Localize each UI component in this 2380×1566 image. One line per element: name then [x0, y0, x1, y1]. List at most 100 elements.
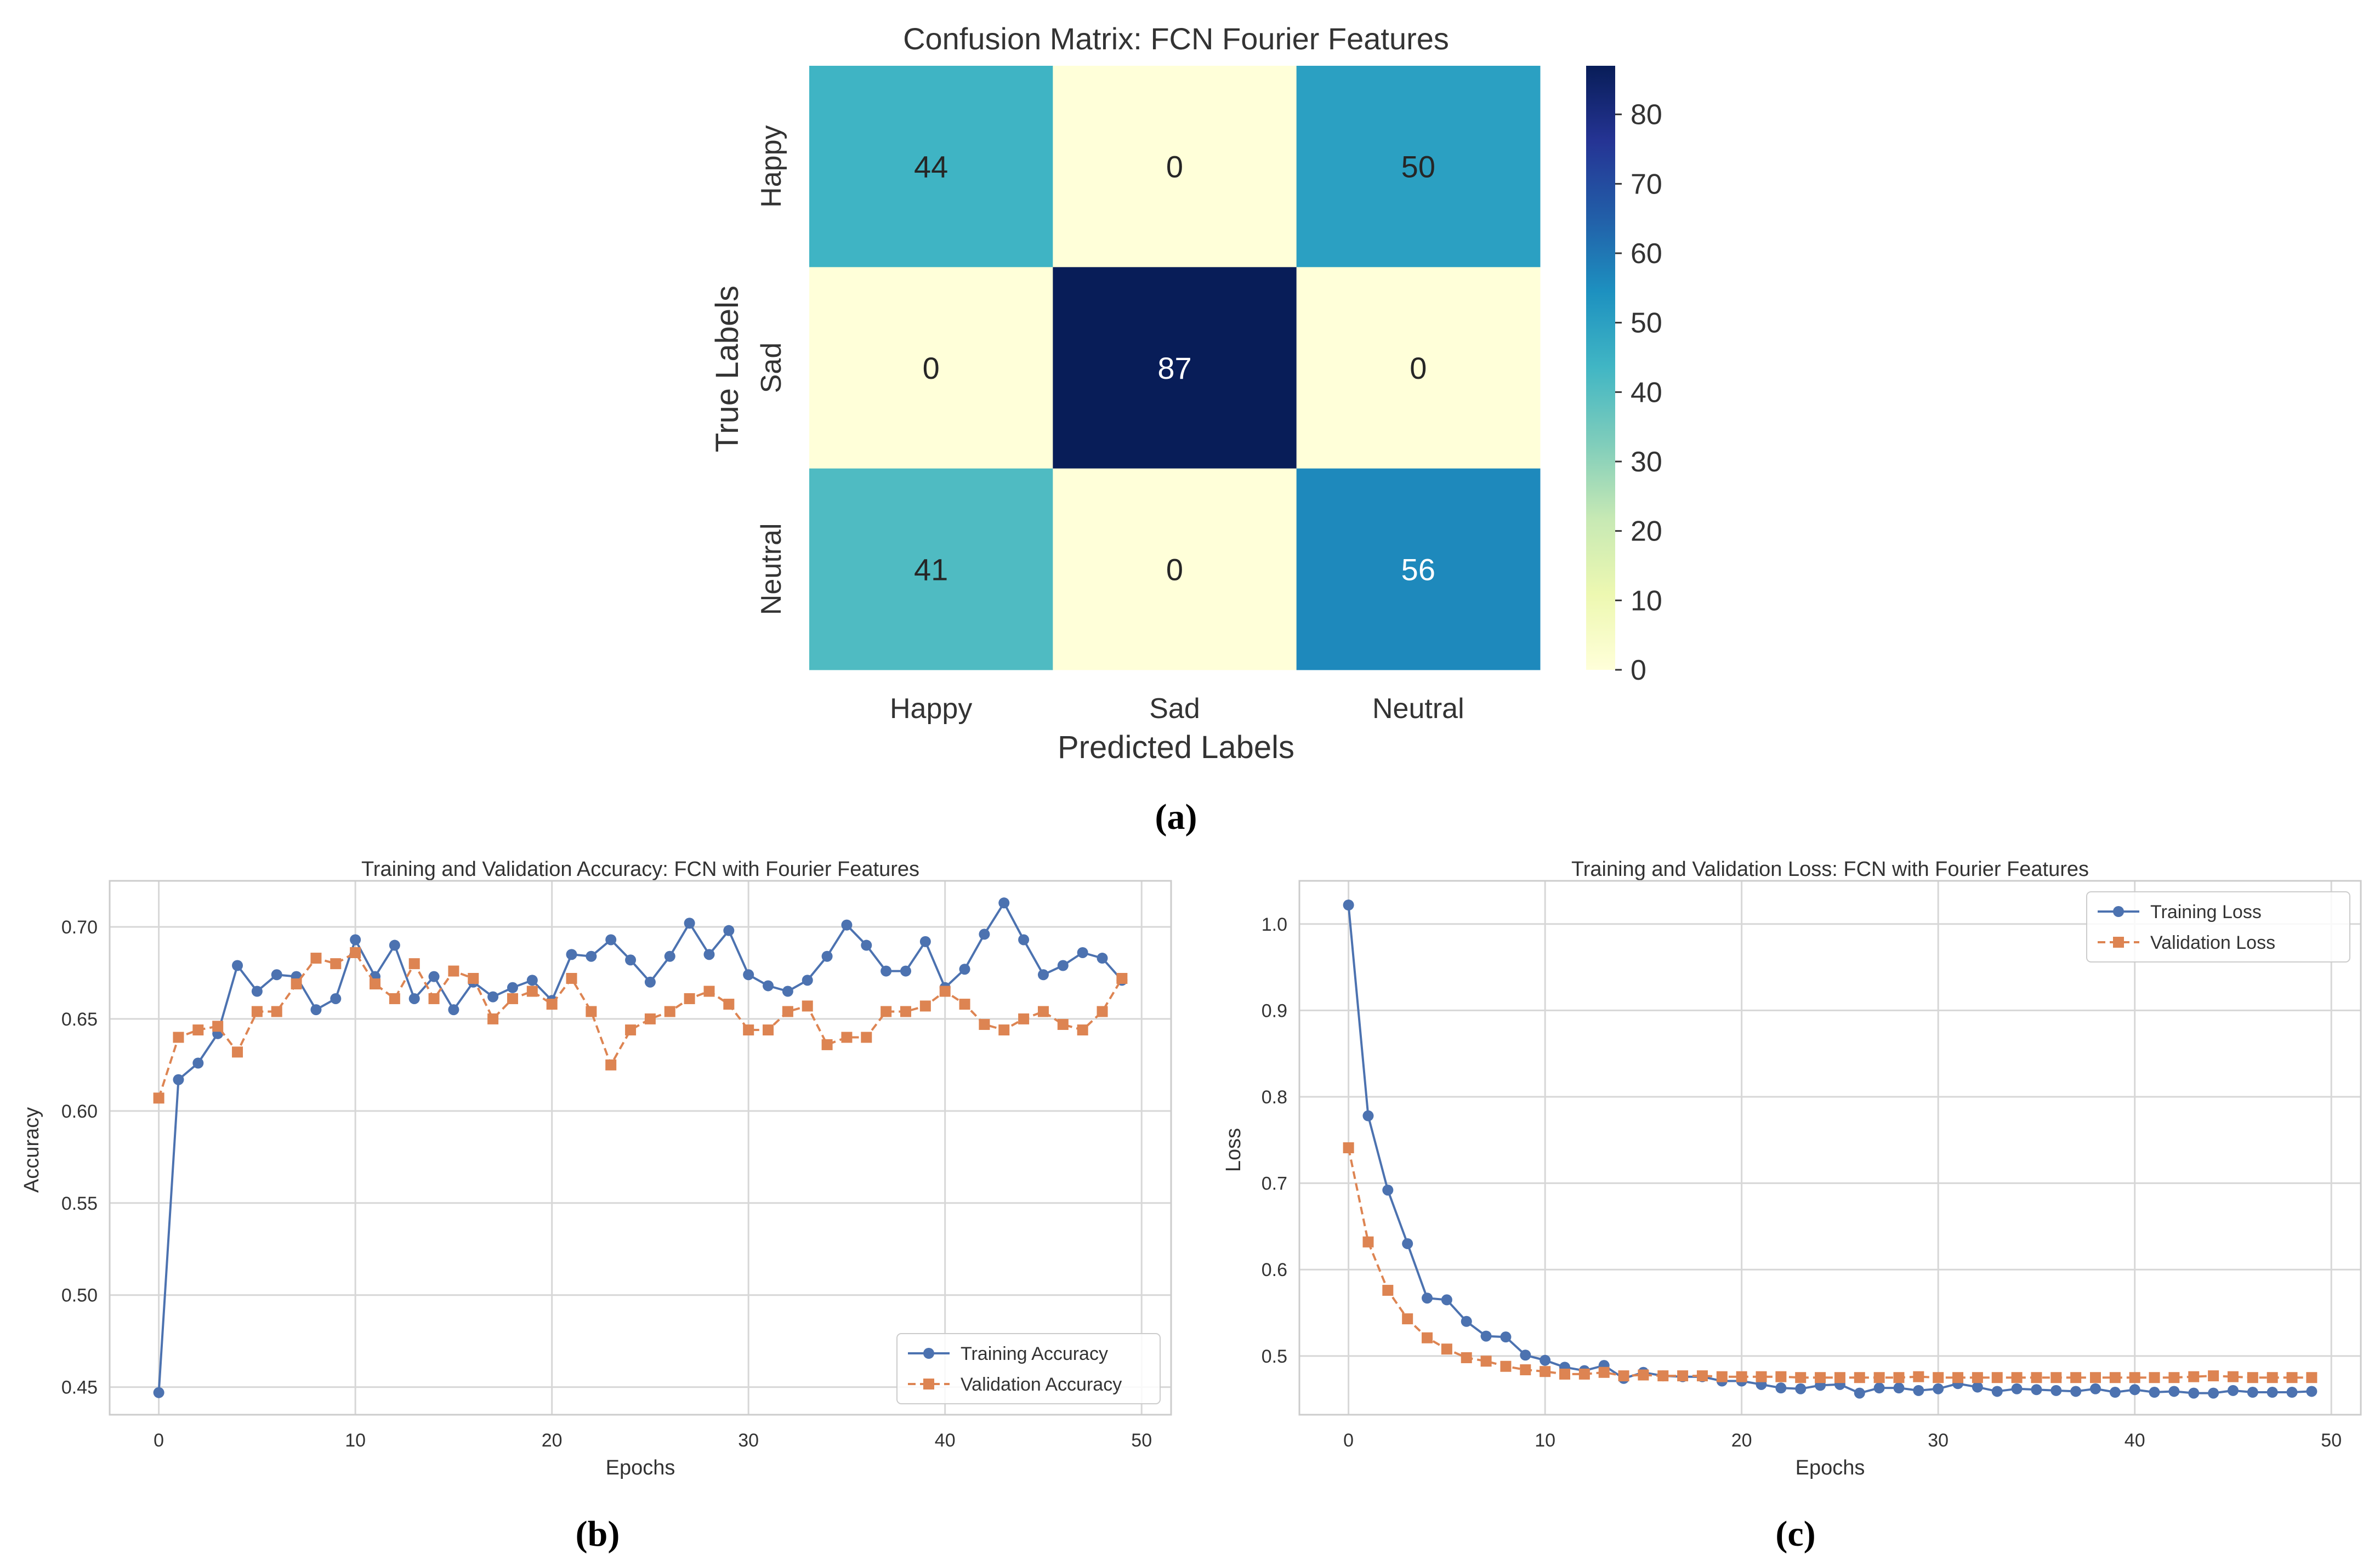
loss-point	[1795, 1383, 1807, 1394]
loss-legend-marker	[2113, 906, 2124, 917]
accuracy-x-tick-label: 10	[345, 1430, 366, 1451]
loss-plot: 0 10 20 30 40 50 0.5 0.6 0.7 0.8 0.9 1.0 Training Lo…	[1262, 880, 2362, 1451]
accuracy-point	[664, 950, 675, 962]
heatmap-cell	[809, 468, 1053, 670]
accuracy-x-tick-label: 0	[154, 1430, 164, 1451]
accuracy-point	[644, 976, 656, 988]
accuracy-point	[192, 1024, 204, 1036]
accuracy-title: Training and Validation Accuracy: FCN wi…	[361, 858, 919, 881]
heatmap-cell-value: 0	[1166, 150, 1183, 184]
accuracy-point	[153, 1092, 164, 1104]
loss-x-tick-label: 30	[1928, 1430, 1949, 1451]
heatmap-x-tick-label: Sad	[1149, 693, 1200, 725]
loss-point	[2208, 1370, 2219, 1382]
accuracy-point	[998, 897, 1010, 909]
accuracy-point	[389, 939, 400, 951]
accuracy-point	[959, 964, 970, 975]
accuracy-point	[1116, 973, 1128, 984]
accuracy-legend-marker	[923, 1379, 934, 1390]
loss-point	[2109, 1372, 2121, 1383]
heatmap-x-tick-label: Neutral	[1372, 693, 1464, 725]
loss-point	[1893, 1382, 1905, 1394]
accuracy-point	[1037, 969, 1049, 981]
loss-point	[1441, 1294, 1452, 1306]
accuracy-point	[900, 965, 911, 977]
accuracy-point	[723, 925, 735, 936]
colorbar-tick-label: 20	[1631, 516, 1662, 548]
loss-point	[2070, 1386, 2082, 1397]
colorbar-tick-label: 40	[1631, 377, 1662, 408]
heatmap-title: Confusion Matrix: FCN Fourier Features	[903, 21, 1449, 56]
loss-point	[1775, 1371, 1787, 1382]
loss-point	[2011, 1372, 2023, 1383]
loss-xlabel: Epochs	[1796, 1456, 1865, 1479]
loss-point	[1461, 1316, 1472, 1327]
loss-point	[1854, 1372, 1865, 1383]
loss-point	[2031, 1384, 2042, 1396]
accuracy-point	[526, 986, 538, 997]
accuracy-point	[350, 947, 361, 958]
accuracy-y-tick-label: 0.60	[61, 1101, 98, 1122]
accuracy-point	[743, 1024, 754, 1036]
heatmap-cell-value: 41	[914, 552, 948, 586]
heatmap-cell-value: 0	[1410, 351, 1427, 385]
heatmap-ylabel: True Labels	[709, 286, 745, 452]
loss-point	[1540, 1366, 1551, 1377]
heatmap-y-tick-label: Neutral	[756, 523, 787, 616]
loss-point	[2090, 1372, 2101, 1383]
accuracy-point	[330, 993, 342, 1004]
accuracy-legend-marker	[923, 1348, 934, 1359]
loss-point	[2031, 1372, 2042, 1383]
loss-point	[2247, 1372, 2258, 1383]
heatmap-cell-value: 87	[1157, 351, 1191, 385]
loss-y-tick-label: 0.6	[1262, 1260, 1287, 1280]
accuracy-point	[507, 993, 518, 1004]
loss-point	[1696, 1370, 1708, 1382]
loss-point	[2188, 1387, 2200, 1399]
accuracy-point	[586, 950, 597, 962]
accuracy-y-tick-label: 0.45	[61, 1377, 98, 1398]
accuracy-point	[271, 1006, 282, 1017]
loss-point	[1873, 1372, 1885, 1383]
loss-point	[1795, 1372, 1807, 1383]
accuracy-point	[1097, 1006, 1108, 1017]
loss-point	[1362, 1236, 1374, 1248]
colorbar-tick-label: 10	[1631, 585, 1662, 617]
loss-y-tick-label: 0.7	[1262, 1174, 1287, 1194]
loss-point	[2247, 1387, 2258, 1398]
heatmap-cell-value: 0	[1166, 552, 1183, 586]
loss-point	[1422, 1292, 1433, 1304]
accuracy-point	[821, 950, 833, 962]
heatmap-y-tick-label: Sad	[756, 343, 787, 394]
loss-point	[2208, 1387, 2219, 1399]
loss-point	[1382, 1185, 1394, 1196]
loss-point	[1402, 1238, 1413, 1249]
loss-point	[1520, 1349, 1531, 1361]
accuracy-point	[723, 999, 735, 1010]
loss-point	[2188, 1371, 2200, 1382]
accuracy-point	[389, 993, 400, 1004]
accuracy-xlabel: Epochs	[606, 1456, 675, 1479]
accuracy-point	[1057, 1018, 1069, 1030]
loss-point	[2286, 1387, 2298, 1398]
accuracy-point	[703, 949, 715, 960]
loss-x-tick-label: 0	[1343, 1430, 1354, 1451]
loss-point	[1991, 1386, 2003, 1397]
loss-point	[1520, 1364, 1531, 1376]
accuracy-point	[625, 954, 637, 966]
loss-point	[1972, 1381, 1983, 1393]
heatmap-x-tick-label: Happy	[890, 693, 972, 725]
loss-point	[2109, 1387, 2121, 1398]
loss-y-tick-label: 0.5	[1262, 1346, 1287, 1367]
loss-point	[1461, 1352, 1472, 1363]
loss-point	[1854, 1387, 1865, 1399]
confusion-matrix-panel: Confusion Matrix: FCN Fourier Features 4…	[709, 21, 1662, 837]
loss-point	[2149, 1387, 2160, 1398]
loss-point	[1952, 1372, 1964, 1383]
accuracy-point	[1097, 953, 1108, 964]
heatmap-cell	[1296, 66, 1541, 267]
colorbar	[1586, 66, 1615, 670]
accuracy-point	[1018, 934, 1030, 946]
accuracy-point	[251, 986, 263, 997]
